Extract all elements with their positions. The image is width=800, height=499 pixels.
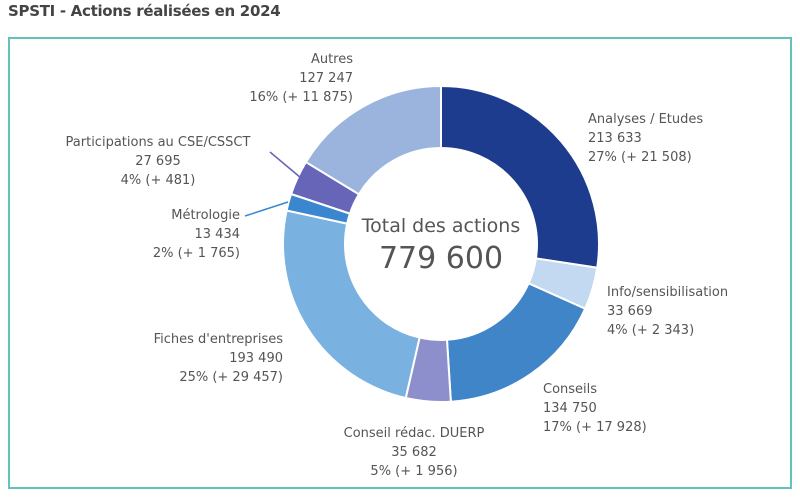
slice-label-name: Participations au CSE/CSSCT (66, 135, 251, 150)
slice-label-name: Fiches d'entreprises (154, 332, 284, 347)
slice-label-value-label: 193 490 (229, 351, 283, 366)
slice-label-percent-label: 16% (+ 11 875) (249, 90, 353, 105)
center-label: Total des actions (361, 215, 521, 237)
slice-label-percent-label: 17% (+ 17 928) (543, 420, 647, 435)
chart-title: SPSTI - Actions réalisées en 2024 (8, 2, 281, 20)
slice-fiches-d-entreprises (282, 209, 421, 400)
slice-label-percent-label: 27% (+ 21 508) (588, 150, 692, 165)
slice-label-name: Analyses / Etudes (588, 112, 703, 127)
chart-frame (8, 37, 792, 489)
center-value: 779 600 (379, 241, 503, 276)
slice-label-name: Conseil rédac. DUERP (344, 426, 485, 441)
slice-label-percent-label: 4% (+ 2 343) (607, 323, 694, 338)
slice-label-value-label: 35 682 (391, 445, 437, 460)
slice-label-name: Métrologie (171, 208, 240, 223)
slice-label-value-label: 213 633 (588, 131, 642, 146)
slice-label-percent-label: 2% (+ 1 765) (153, 246, 240, 261)
slice-label-value-label: 127 247 (299, 71, 353, 86)
slice-label-value-label: 33 669 (607, 304, 653, 319)
slice-analyses-etudes (440, 84, 600, 269)
slice-label-value-label: 27 695 (135, 154, 181, 169)
slice-label-name: Conseils (543, 382, 597, 397)
leader-line (244, 201, 289, 217)
slice-label-name: Info/sensibilisation (607, 285, 728, 300)
slice-label-percent-label: 5% (+ 1 956) (370, 464, 457, 479)
slice-label-percent-label: 25% (+ 29 457) (179, 370, 283, 385)
slice-label-name: Autres (311, 52, 353, 67)
slice-autres (304, 84, 442, 196)
leader-line (269, 151, 302, 179)
slice-label-value-label: 134 750 (543, 401, 597, 416)
slice-label-value-label: 13 434 (195, 227, 241, 242)
slice-label-percent-label: 4% (+ 481) (121, 173, 196, 188)
